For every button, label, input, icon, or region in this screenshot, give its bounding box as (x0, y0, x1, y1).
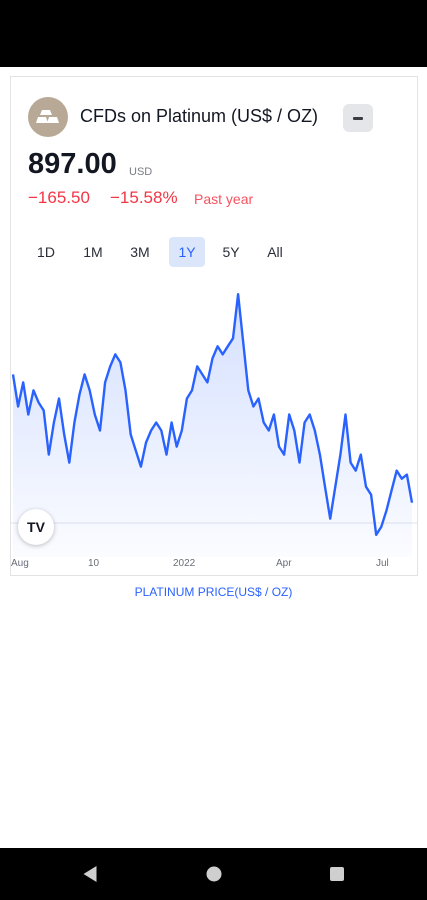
back-icon[interactable] (83, 866, 97, 882)
tab-5y[interactable]: 5Y (222, 244, 240, 260)
collapse-button[interactable] (343, 104, 373, 132)
gold-bars-icon (28, 97, 68, 137)
x-tick-label: 2022 (173, 558, 196, 569)
tradingview-logo[interactable]: TV (18, 509, 54, 545)
price-change-percent: −15.58% (110, 188, 178, 207)
x-tick-label: Jul (376, 558, 389, 569)
price-change-absolute: −165.50 (28, 188, 90, 207)
currency-label: USD (129, 166, 153, 178)
price-area-fill (13, 294, 412, 557)
symbol-overview-widget: CFDs on Platinum (US$ / OZ) 897.00 USD −… (10, 76, 418, 576)
tab-1y[interactable]: 1Y (169, 237, 205, 267)
current-price: 897.00 (28, 148, 117, 180)
tab-1d[interactable]: 1D (37, 244, 55, 260)
price-chart[interactable] (11, 277, 418, 557)
x-tick-label: 10 (88, 558, 100, 569)
status-bar (0, 0, 427, 67)
tab-3m[interactable]: 3M (130, 244, 150, 260)
x-tick-label: Aug (11, 558, 29, 569)
change-period-label: Past year (194, 191, 254, 207)
navigation-bar (0, 848, 427, 900)
x-tick-label: Apr (276, 558, 292, 569)
recent-apps-icon[interactable] (330, 867, 344, 881)
minus-icon (353, 117, 363, 120)
symbol-title[interactable]: CFDs on Platinum (US$ / OZ) (80, 106, 319, 126)
platinum-price-link[interactable]: PLATINUM PRICE(US$ / OZ) (134, 585, 293, 599)
home-icon[interactable] (206, 866, 222, 882)
tab-1m[interactable]: 1M (83, 244, 103, 260)
tab-all[interactable]: All (267, 244, 283, 260)
price-line-series (11, 293, 414, 536)
